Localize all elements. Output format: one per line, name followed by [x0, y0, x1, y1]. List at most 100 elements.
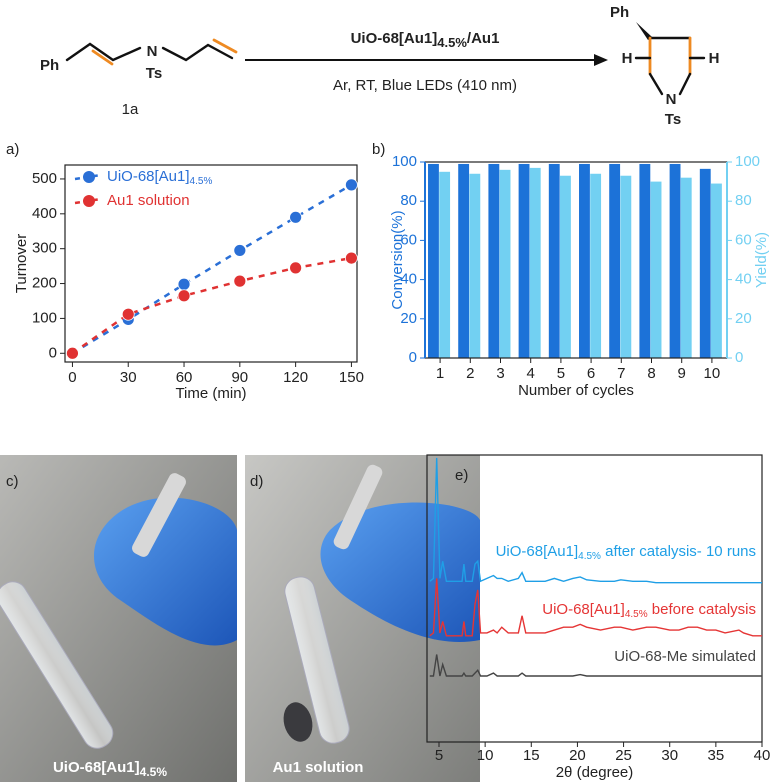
bar	[699, 168, 711, 358]
reactant-ts: Ts	[146, 65, 162, 82]
x-tick-label: 40	[754, 747, 771, 764]
legend-marker	[83, 195, 95, 207]
x-tick-label: 90	[231, 369, 248, 386]
test-tube	[284, 576, 350, 744]
double-bond	[212, 38, 238, 54]
panel-label: b)	[372, 141, 385, 158]
label-tail: before catalysis	[648, 601, 756, 618]
product-h: H	[709, 50, 720, 67]
data-point	[66, 346, 79, 360]
data-point	[345, 251, 358, 265]
bar	[518, 163, 530, 358]
x-tick-label: 4	[527, 365, 535, 382]
x-tick-label: 120	[283, 369, 308, 386]
scheme: Ph N Ts 1a UiO-68[Au1]4.5%/Au1 Ar, RT, B…	[40, 4, 719, 128]
y2-tick-label: 60	[735, 231, 752, 248]
bar	[488, 163, 500, 358]
y-tick-label: 500	[32, 170, 57, 187]
y2-tick-label: 80	[735, 192, 752, 209]
tube-content	[283, 702, 313, 742]
x-tick-label: 5	[435, 747, 443, 764]
photo-caption: UiO-68[Au1]4.5%	[53, 759, 167, 779]
wedge	[636, 22, 652, 40]
reactant-label: 1a	[122, 101, 139, 118]
x-tick-label: 2	[466, 365, 474, 382]
series-label: UiO-68[Au1]4.5% after catalysis- 10 runs	[496, 543, 756, 562]
panel-label: a)	[6, 141, 19, 158]
y-tick-label: 60	[400, 231, 417, 248]
photo-d: Au1 solution	[245, 455, 480, 782]
reactant-ph: Ph	[40, 57, 59, 74]
pattern-line	[429, 457, 762, 584]
pattern-line	[429, 578, 762, 637]
conditions: Ar, RT, Blue LEDs (410 nm)	[333, 77, 517, 94]
bar	[579, 163, 590, 358]
y-tick-label: 400	[32, 205, 57, 222]
y2-tick-label: 20	[735, 310, 752, 327]
photo-caption: Au1 solution	[273, 759, 364, 776]
pattern-line	[429, 654, 762, 677]
y-tick-label: 0	[49, 344, 57, 361]
series-label: Au1 solution	[107, 192, 190, 209]
x-tick-label: 0	[68, 369, 76, 386]
bar	[620, 175, 632, 358]
x-tick-label: 15	[523, 747, 540, 764]
y2-tick-label: 40	[735, 271, 752, 288]
x-tick-label: 35	[708, 747, 725, 764]
bar	[499, 169, 511, 358]
reactant-n: N	[147, 43, 158, 60]
data-point	[345, 178, 358, 192]
x-tick-label: 8	[647, 365, 655, 382]
double-bond	[91, 49, 114, 66]
y-tick-label: 20	[400, 310, 417, 327]
product-n: N	[666, 91, 677, 108]
label-main: UiO-68[Au1]	[107, 168, 190, 185]
data-point	[233, 274, 247, 288]
panel-label: d)	[250, 473, 263, 490]
data-point	[177, 277, 191, 291]
series-label: UiO-68[Au1]4.5% before catalysis	[542, 601, 756, 620]
fit-line	[71, 183, 353, 355]
y-tick-label: 200	[32, 275, 57, 292]
plot-frame	[64, 164, 358, 363]
y-axis-label: Conversion(%)	[389, 210, 406, 309]
x-tick-label: 9	[678, 365, 686, 382]
label-sub: 4.5%	[190, 176, 213, 187]
bar	[639, 163, 651, 358]
bar	[439, 171, 451, 358]
data-point	[233, 244, 247, 257]
bar	[469, 173, 481, 358]
plot-frame	[426, 454, 763, 743]
x-tick-label: 20	[569, 747, 586, 764]
caption-sub: 4.5%	[140, 765, 168, 779]
reagent-sub: 4.5%	[437, 35, 467, 50]
x-tick-label: 5	[557, 365, 565, 382]
x-tick-label: 10	[704, 365, 721, 382]
bar	[559, 175, 571, 358]
data-point	[177, 289, 191, 303]
x-tick-label: 150	[339, 369, 364, 386]
data-point	[121, 307, 135, 321]
reagent-main: UiO-68[Au1]	[351, 30, 438, 47]
label-sub: 4.5%	[625, 609, 648, 620]
y-axis-label: Turnover	[13, 234, 30, 293]
panel-label: e)	[455, 467, 468, 484]
glove	[320, 502, 480, 642]
product-ph: Ph	[610, 4, 629, 21]
syringe	[333, 464, 383, 550]
y2-axis-label: Yield(%)	[753, 232, 770, 288]
bond	[648, 72, 664, 96]
x-tick-label: 10	[477, 747, 494, 764]
series-label: UiO-68-Me simulated	[614, 648, 756, 665]
test-tube	[0, 581, 114, 749]
x-tick-label: 3	[496, 365, 504, 382]
product-ts: Ts	[665, 111, 681, 128]
label-tail: after catalysis- 10 runs	[601, 543, 756, 560]
product-h: H	[622, 50, 633, 67]
x-tick-label: 7	[617, 365, 625, 382]
x-axis-label: 2θ (degree)	[556, 764, 634, 781]
x-tick-label: 60	[176, 369, 193, 386]
reagent: UiO-68[Au1]4.5%/Au1	[351, 30, 500, 50]
bond	[678, 72, 692, 96]
y2-tick-label: 0	[735, 349, 743, 366]
